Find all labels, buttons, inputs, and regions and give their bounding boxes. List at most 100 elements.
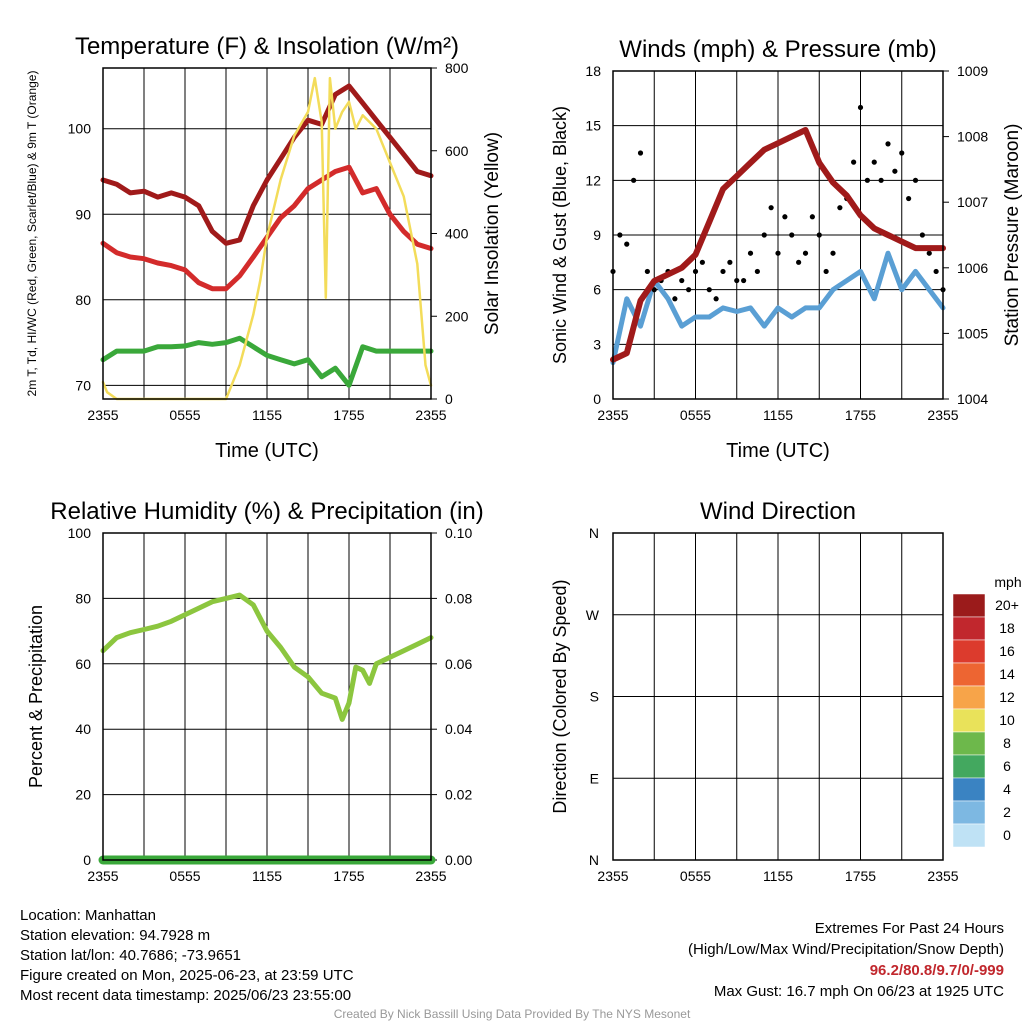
gust-point — [631, 177, 637, 183]
x-tick-label: 1755 — [845, 868, 876, 884]
gust-point — [651, 287, 657, 293]
x-tick-label: 1755 — [333, 407, 364, 423]
colorbar-swatch — [952, 639, 986, 664]
series-line-2m-t — [100, 83, 434, 246]
y2-axis-label: Station Pressure (Maroon) — [1002, 124, 1023, 347]
gust-point — [741, 277, 747, 284]
colorbar-label: 16 — [999, 643, 1015, 659]
gust-point — [692, 268, 699, 275]
y-tick-label: 40 — [75, 721, 91, 737]
y2-tick-label: 200 — [445, 308, 469, 324]
series-line-rh — [100, 592, 434, 722]
gust-point — [926, 250, 932, 256]
created-text: Figure created on Mon, 2025-06-23, at 23… — [20, 967, 354, 984]
y-axis-label: Sonic Wind & Gust (Blue, Black) — [550, 106, 570, 364]
gust-point — [679, 277, 685, 284]
y2-tick-label: 1009 — [957, 63, 988, 79]
x-tick-label: 2355 — [927, 868, 958, 884]
gust-point — [809, 214, 815, 220]
gust-point — [823, 268, 829, 275]
y-tick-label: 18 — [585, 63, 601, 79]
elevation-text: Station elevation: 94.7928 m — [20, 927, 211, 944]
y2-tick-label: 800 — [445, 60, 469, 76]
colorbar-label: 14 — [999, 666, 1015, 682]
gust-point — [775, 250, 781, 256]
x-tick-label: 2355 — [597, 407, 628, 423]
colorbar-label: 12 — [999, 689, 1015, 705]
y2-tick-label: 0.10 — [445, 525, 472, 541]
gust-point — [919, 232, 925, 238]
y-tick-label: N — [589, 852, 599, 868]
y-tick-label: E — [590, 770, 599, 786]
gust-point — [789, 232, 795, 238]
gust-point — [686, 287, 692, 293]
y2-axis-label: Solar Insolation (Yellow) — [482, 132, 503, 335]
y2-tick-label: 1006 — [957, 260, 988, 276]
y-tick-label: 12 — [585, 172, 601, 188]
colorbar-swatch — [952, 777, 986, 802]
y-tick-label: 3 — [593, 336, 601, 352]
y-tick-label: 100 — [68, 525, 92, 541]
y-tick-label: 70 — [75, 377, 91, 393]
series-line-sonic-wind — [610, 250, 946, 366]
colorbar-label: 8 — [1003, 735, 1011, 751]
y-axis-label: Percent & Precipitation — [26, 605, 46, 788]
colorbar-swatch — [952, 708, 986, 733]
gust-point — [782, 214, 788, 220]
x-axis-label: Time (UTC) — [726, 440, 830, 462]
gust-point — [672, 296, 678, 302]
gust-point — [768, 205, 774, 211]
gust-point — [892, 168, 898, 174]
gust-point — [754, 268, 760, 275]
colorbar-swatch — [952, 754, 986, 779]
colorbar-label: 6 — [1003, 758, 1011, 774]
gust-point — [637, 150, 644, 156]
location-text: Location: Manhattan — [20, 907, 156, 924]
y2-tick-label: 0.06 — [445, 656, 472, 672]
y-tick-label: 100 — [68, 121, 92, 137]
gust-point — [617, 232, 623, 238]
y2-tick-label: 1004 — [957, 391, 988, 407]
y2-tick-label: 600 — [445, 143, 469, 159]
gust-point — [796, 259, 802, 265]
extremes-title: Extremes For Past 24 Hours — [814, 920, 1004, 937]
colorbar-unit: mph — [994, 574, 1021, 590]
y2-tick-label: 1008 — [957, 129, 988, 145]
y-tick-label: 15 — [585, 118, 601, 134]
gust-point — [899, 150, 905, 156]
gust-point — [816, 232, 822, 238]
gust-point — [747, 250, 754, 256]
latlon-text: Station lat/lon: 40.7686; -73.9651 — [20, 947, 242, 964]
x-tick-label: 1155 — [252, 407, 282, 423]
y2-tick-label: 0 — [445, 391, 453, 407]
y2-tick-label: 1005 — [957, 325, 988, 341]
colorbar-swatch — [952, 593, 986, 618]
station-info: Location: Manhattan Station elevation: 9… — [20, 906, 354, 1006]
y-tick-label: 0 — [83, 852, 91, 868]
x-tick-label: 0555 — [680, 868, 711, 884]
extremes-legend: (High/Low/Max Wind/Precipitation/Snow De… — [688, 941, 1004, 958]
y2-tick-label: 400 — [445, 226, 469, 242]
series-line-station-pressure — [610, 127, 946, 363]
colorbar-swatch — [952, 823, 986, 848]
y-tick-label: 80 — [75, 292, 91, 308]
colorbar-swatch — [952, 731, 986, 756]
x-tick-label: 1755 — [845, 407, 876, 423]
x-tick-label: 0555 — [169, 407, 200, 423]
gust-point — [761, 232, 767, 238]
x-tick-label: 1155 — [252, 868, 282, 884]
y-tick-label: 0 — [593, 391, 601, 407]
y2-tick-label: 0.04 — [445, 721, 472, 737]
colorbar-swatch — [952, 685, 986, 710]
gust-point — [933, 268, 939, 275]
gust-point — [857, 104, 864, 111]
y-tick-label: 60 — [75, 656, 91, 672]
gust-point — [706, 287, 712, 293]
gust-point — [851, 159, 857, 165]
x-tick-label: 2355 — [927, 407, 958, 423]
x-tick-label: 1755 — [333, 868, 364, 884]
colorbar-swatch — [952, 616, 986, 641]
gust-point — [906, 195, 912, 202]
panel-title: Wind Direction — [700, 498, 856, 525]
